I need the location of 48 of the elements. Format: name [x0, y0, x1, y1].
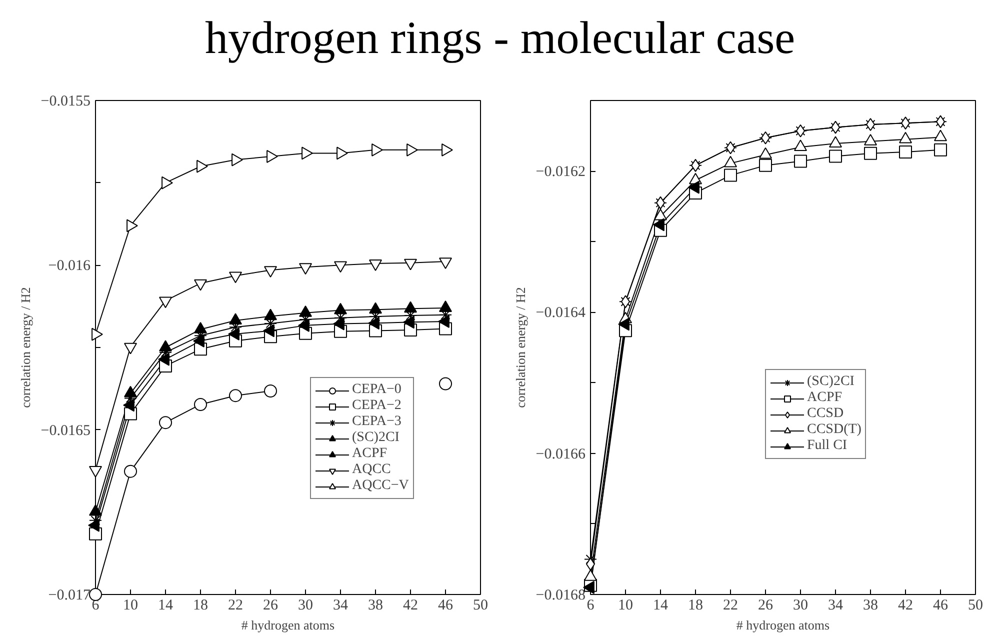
x-tick-label: 22 [723, 598, 738, 614]
y-axis-title: correlation energy / H2 [512, 287, 528, 408]
x-axis-title: # hydrogen atoms [241, 618, 335, 632]
y-tick-label: −0.016 [48, 258, 91, 274]
legend-label: (SC)2CI [352, 430, 400, 446]
legend-label: CEPA−3 [352, 414, 402, 430]
legend-label: AQCC−V [352, 478, 409, 494]
x-tick-label: 38 [368, 598, 383, 614]
y-tick-label: −0.017 [48, 588, 91, 604]
x-tick-label: 38 [863, 598, 878, 614]
x-tick-label: 18 [193, 598, 208, 614]
x-tick-label: 26 [263, 598, 278, 614]
y-tick-label: −0.0166 [536, 446, 586, 462]
legend-label: CCSD [807, 406, 844, 422]
x-tick-label: 26 [758, 598, 774, 614]
y-tick-label: −0.0165 [40, 422, 91, 439]
y-tick-label: −0.0162 [536, 164, 586, 180]
legend-label: CEPA−2 [352, 398, 402, 414]
chart-title: hydrogen rings - molecular case [204, 11, 796, 65]
legend-label: ACPF [352, 446, 388, 462]
x-tick-label: 34 [828, 598, 844, 614]
x-tick-label: 14 [653, 598, 668, 614]
x-tick-label: 46 [438, 598, 454, 614]
x-tick-label: 42 [403, 598, 418, 614]
x-tick-label: 30 [793, 598, 808, 614]
x-tick-label: 14 [158, 598, 174, 614]
legend-label: Full CI [807, 438, 848, 454]
x-tick-label: 50 [968, 598, 983, 614]
legend-label: AQCC [352, 462, 391, 478]
x-tick-label: 42 [898, 598, 913, 614]
y-tick-label: −0.0168 [536, 588, 586, 604]
x-axis-title: # hydrogen atoms [736, 618, 830, 632]
y-axis-title: correlation energy / H2 [18, 287, 33, 408]
x-tick-label: 10 [123, 598, 138, 614]
x-tick-label: 30 [298, 598, 313, 614]
x-tick-label: 34 [333, 598, 348, 614]
legend-label: (SC)2CI [807, 374, 854, 390]
x-tick-label: 22 [228, 598, 243, 614]
legend-label: ACPF [807, 390, 842, 406]
x-tick-label: 46 [933, 598, 948, 614]
x-tick-label: 50 [473, 598, 488, 614]
legend-label: CCSD(T) [807, 422, 862, 438]
y-tick-label: −0.0164 [536, 305, 586, 322]
x-tick-label: 18 [688, 598, 703, 614]
legend-label: CEPA−0 [352, 382, 402, 398]
x-tick-label: 10 [618, 598, 633, 614]
x-tick-label: 6 [586, 598, 595, 614]
y-tick-label: −0.0155 [40, 94, 91, 110]
